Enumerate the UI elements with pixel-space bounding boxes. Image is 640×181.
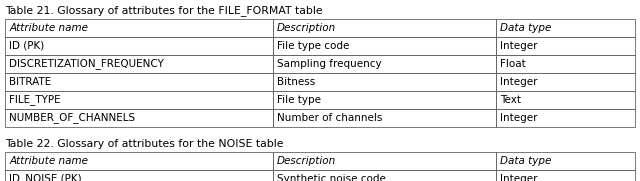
- Text: Attribute name: Attribute name: [9, 156, 88, 166]
- Text: DISCRETIZATION_FREQUENCY: DISCRETIZATION_FREQUENCY: [9, 58, 164, 70]
- Text: Text: Text: [500, 95, 522, 105]
- Text: Data type: Data type: [500, 23, 552, 33]
- Bar: [497, 55, 635, 73]
- Text: ID (PK): ID (PK): [9, 41, 44, 51]
- Text: Attribute name: Attribute name: [9, 23, 88, 33]
- Bar: [273, 73, 497, 91]
- Bar: [273, 55, 497, 73]
- Bar: [497, 170, 635, 181]
- Text: FILE_TYPE: FILE_TYPE: [9, 94, 61, 106]
- Text: BITRATE: BITRATE: [9, 77, 51, 87]
- Bar: [497, 37, 635, 55]
- Bar: [273, 109, 497, 127]
- Bar: [497, 91, 635, 109]
- Bar: [5, 91, 273, 109]
- Bar: [5, 19, 273, 37]
- Bar: [5, 109, 273, 127]
- Bar: [497, 73, 635, 91]
- Text: Description: Description: [276, 156, 336, 166]
- Bar: [5, 55, 273, 73]
- Text: Integer: Integer: [500, 77, 538, 87]
- Text: ID_NOISE (PK): ID_NOISE (PK): [9, 174, 82, 181]
- Bar: [273, 152, 497, 170]
- Text: Table 21. Glossary of attributes for the FILE_FORMAT table: Table 21. Glossary of attributes for the…: [5, 5, 323, 16]
- Text: Bitness: Bitness: [276, 77, 315, 87]
- Bar: [5, 37, 273, 55]
- Text: Data type: Data type: [500, 156, 552, 166]
- Text: Sampling frequency: Sampling frequency: [276, 59, 381, 69]
- Text: Synthetic noise code: Synthetic noise code: [276, 174, 386, 181]
- Bar: [497, 19, 635, 37]
- Bar: [497, 152, 635, 170]
- Text: Integer: Integer: [500, 113, 538, 123]
- Text: Table 22. Glossary of attributes for the NOISE table: Table 22. Glossary of attributes for the…: [5, 139, 284, 149]
- Text: Integer: Integer: [500, 174, 538, 181]
- Text: File type code: File type code: [276, 41, 349, 51]
- Bar: [5, 152, 273, 170]
- Text: File type: File type: [276, 95, 321, 105]
- Bar: [5, 170, 273, 181]
- Bar: [273, 91, 497, 109]
- Text: Float: Float: [500, 59, 526, 69]
- Bar: [273, 170, 497, 181]
- Text: Description: Description: [276, 23, 336, 33]
- Text: Integer: Integer: [500, 41, 538, 51]
- Text: Number of channels: Number of channels: [276, 113, 382, 123]
- Bar: [273, 19, 497, 37]
- Bar: [5, 73, 273, 91]
- Bar: [497, 109, 635, 127]
- Bar: [273, 37, 497, 55]
- Text: NUMBER_OF_CHANNELS: NUMBER_OF_CHANNELS: [9, 113, 135, 123]
